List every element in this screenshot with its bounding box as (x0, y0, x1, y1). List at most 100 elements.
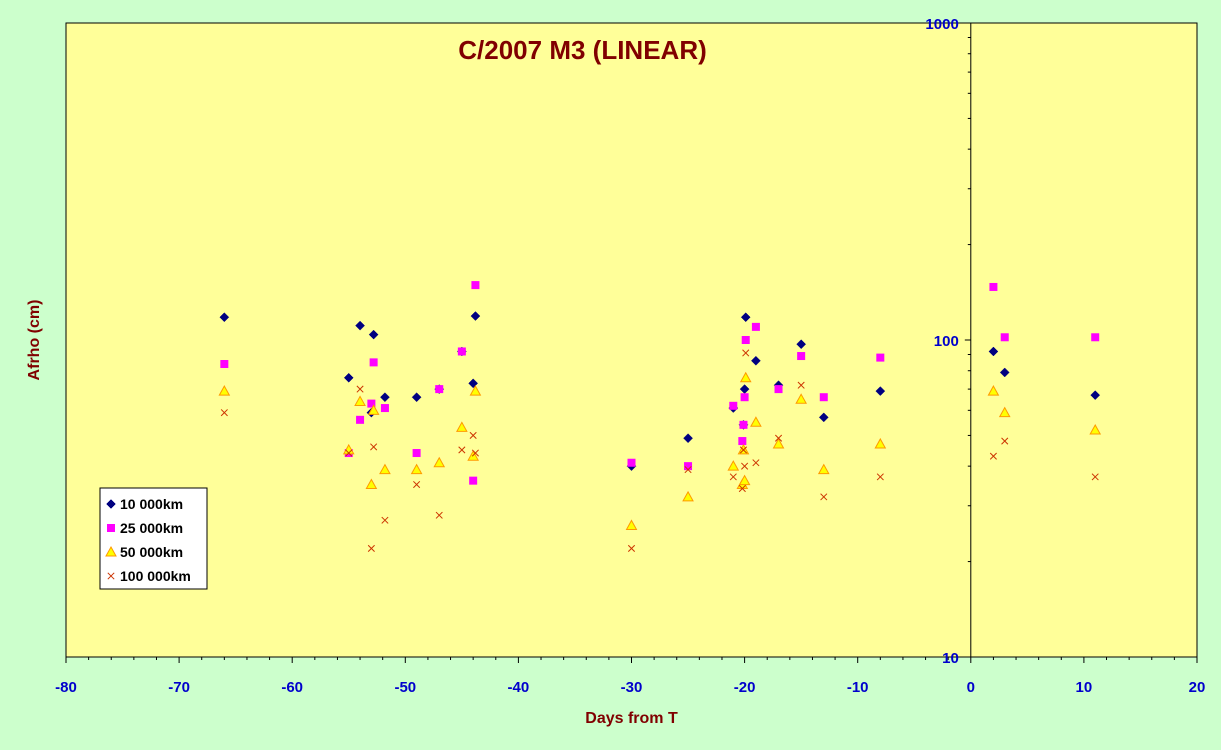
legend-label: 25 000km (120, 520, 183, 536)
data-point-triangle (1089, 423, 1102, 435)
data-point-square (627, 458, 636, 467)
cross-stroke (345, 449, 353, 457)
data-point-square (367, 399, 376, 408)
cross-stroke (435, 511, 443, 519)
data-point-diamond (470, 311, 481, 321)
data-point-triangle (817, 463, 830, 475)
data-point-square (412, 449, 421, 458)
data-point-triangle (379, 463, 391, 475)
y-tick-label: 100 (934, 333, 959, 350)
series-4 (220, 349, 1099, 553)
data-point-square (435, 385, 444, 394)
series-3 (218, 371, 1102, 530)
data-point-cross (876, 473, 884, 481)
data-point-cross (458, 446, 466, 454)
data-point-triangle (625, 519, 638, 530)
legend-label: 100 000km (120, 568, 191, 584)
x-tick-label: 0 (967, 679, 975, 696)
data-marks (218, 281, 1102, 553)
data-point-triangle (354, 395, 366, 406)
data-point-triangle (682, 490, 694, 502)
data-point-square (989, 282, 998, 291)
cross-stroke (797, 381, 805, 389)
data-point-diamond (1090, 390, 1101, 400)
data-point-cross (627, 544, 636, 553)
series-2 (220, 281, 1100, 485)
x-tick-label: -40 (508, 679, 530, 696)
legend-label: 10 000km (120, 496, 183, 512)
data-point-square (1091, 333, 1100, 342)
data-point-cross (741, 462, 749, 470)
legend-box (99, 487, 208, 590)
data-point-square (369, 358, 378, 367)
data-point-square (684, 462, 693, 471)
data-point-cross (1091, 473, 1099, 481)
x-tick-label: 10 (1076, 679, 1093, 696)
data-point-square (774, 385, 783, 394)
data-point-diamond (796, 339, 807, 350)
data-point-cross (739, 446, 748, 454)
x-tick-label: -30 (621, 679, 643, 696)
legend-item: 50 000km (105, 544, 183, 560)
data-point-square (739, 420, 748, 429)
data-point-square (819, 393, 828, 402)
data-point-square (457, 347, 466, 356)
data-point-cross (435, 511, 443, 519)
data-point-square (729, 401, 738, 410)
data-point-square (741, 336, 750, 344)
data-point-diamond (751, 355, 761, 366)
data-point-cross (220, 409, 228, 417)
cross-stroke (1001, 437, 1009, 445)
data-point-cross (989, 452, 997, 460)
data-point-diamond (999, 367, 1010, 378)
cross-stroke (729, 473, 737, 481)
legend-marker-cross (107, 572, 115, 580)
x-tick-label: -20 (734, 679, 756, 696)
x-axis-title: Days from T (585, 710, 678, 727)
data-point-diamond (988, 346, 999, 357)
x-tick-label: -10 (847, 679, 869, 696)
data-point-square (876, 353, 885, 362)
legend-marker-triangle (105, 545, 117, 557)
data-point-cross (752, 459, 760, 467)
data-point-triangle (433, 456, 446, 468)
plot-area (65, 22, 1198, 658)
cross-stroke (752, 459, 760, 467)
data-point-cross (729, 473, 737, 481)
data-point-triangle (874, 437, 887, 449)
data-point-square (471, 281, 480, 290)
data-point-cross (356, 385, 364, 393)
data-point-diamond (740, 312, 751, 323)
data-point-cross (820, 493, 828, 501)
data-point-triangle (218, 385, 231, 396)
data-point-cross (370, 443, 378, 451)
cross-stroke (739, 446, 748, 454)
cross-stroke (220, 409, 228, 417)
y-axis-title: Afrho (cm) (26, 300, 43, 381)
data-point-square (797, 352, 806, 361)
cross-stroke (367, 544, 375, 553)
data-point-diamond (343, 372, 354, 383)
data-point-triangle (456, 421, 468, 432)
data-point-triangle (738, 474, 751, 486)
data-point-cross (797, 381, 805, 389)
data-point-cross (367, 544, 375, 553)
cross-stroke (471, 449, 479, 457)
data-point-cross (471, 449, 479, 457)
cross-stroke (820, 493, 828, 501)
data-point-square (356, 415, 365, 424)
cross-stroke (774, 434, 783, 442)
cross-stroke (684, 466, 692, 474)
data-point-triangle (365, 478, 378, 490)
data-point-triangle (750, 416, 762, 427)
data-point-cross (469, 431, 477, 439)
data-point-cross (345, 449, 353, 457)
data-point-square (738, 437, 747, 446)
legend-label: 50 000km (120, 544, 183, 560)
cross-stroke (413, 480, 421, 489)
cross-stroke (627, 544, 636, 553)
cross-stroke (469, 431, 477, 439)
data-point-square (380, 404, 389, 413)
